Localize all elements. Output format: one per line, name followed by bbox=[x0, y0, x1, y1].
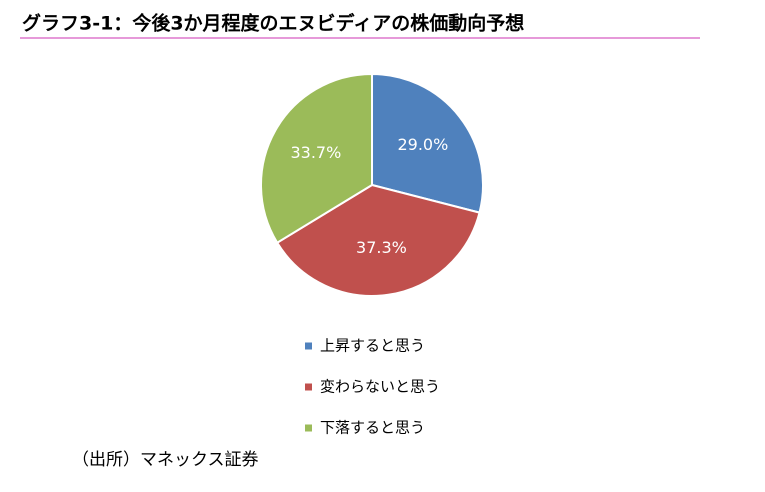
source: （出所）マネックス証券 bbox=[72, 450, 259, 469]
legend-swatch bbox=[305, 383, 312, 391]
legend-swatch bbox=[305, 424, 312, 432]
legend-label: 変わらないと思う bbox=[320, 378, 440, 396]
value-label: 33.7% bbox=[290, 143, 341, 162]
legend-label: 上昇すると思う bbox=[320, 337, 425, 355]
pie-slice bbox=[260, 72, 373, 245]
legend-label: 下落すると思う bbox=[320, 419, 425, 437]
value-label: 29.0% bbox=[397, 135, 448, 154]
legend-swatch bbox=[305, 342, 312, 350]
pie-slice bbox=[371, 72, 484, 214]
value-label: 37.3% bbox=[356, 238, 407, 257]
chart-title: グラフ3-1：今後3か月程度のエヌビディアの株価動向予想 bbox=[22, 12, 524, 35]
